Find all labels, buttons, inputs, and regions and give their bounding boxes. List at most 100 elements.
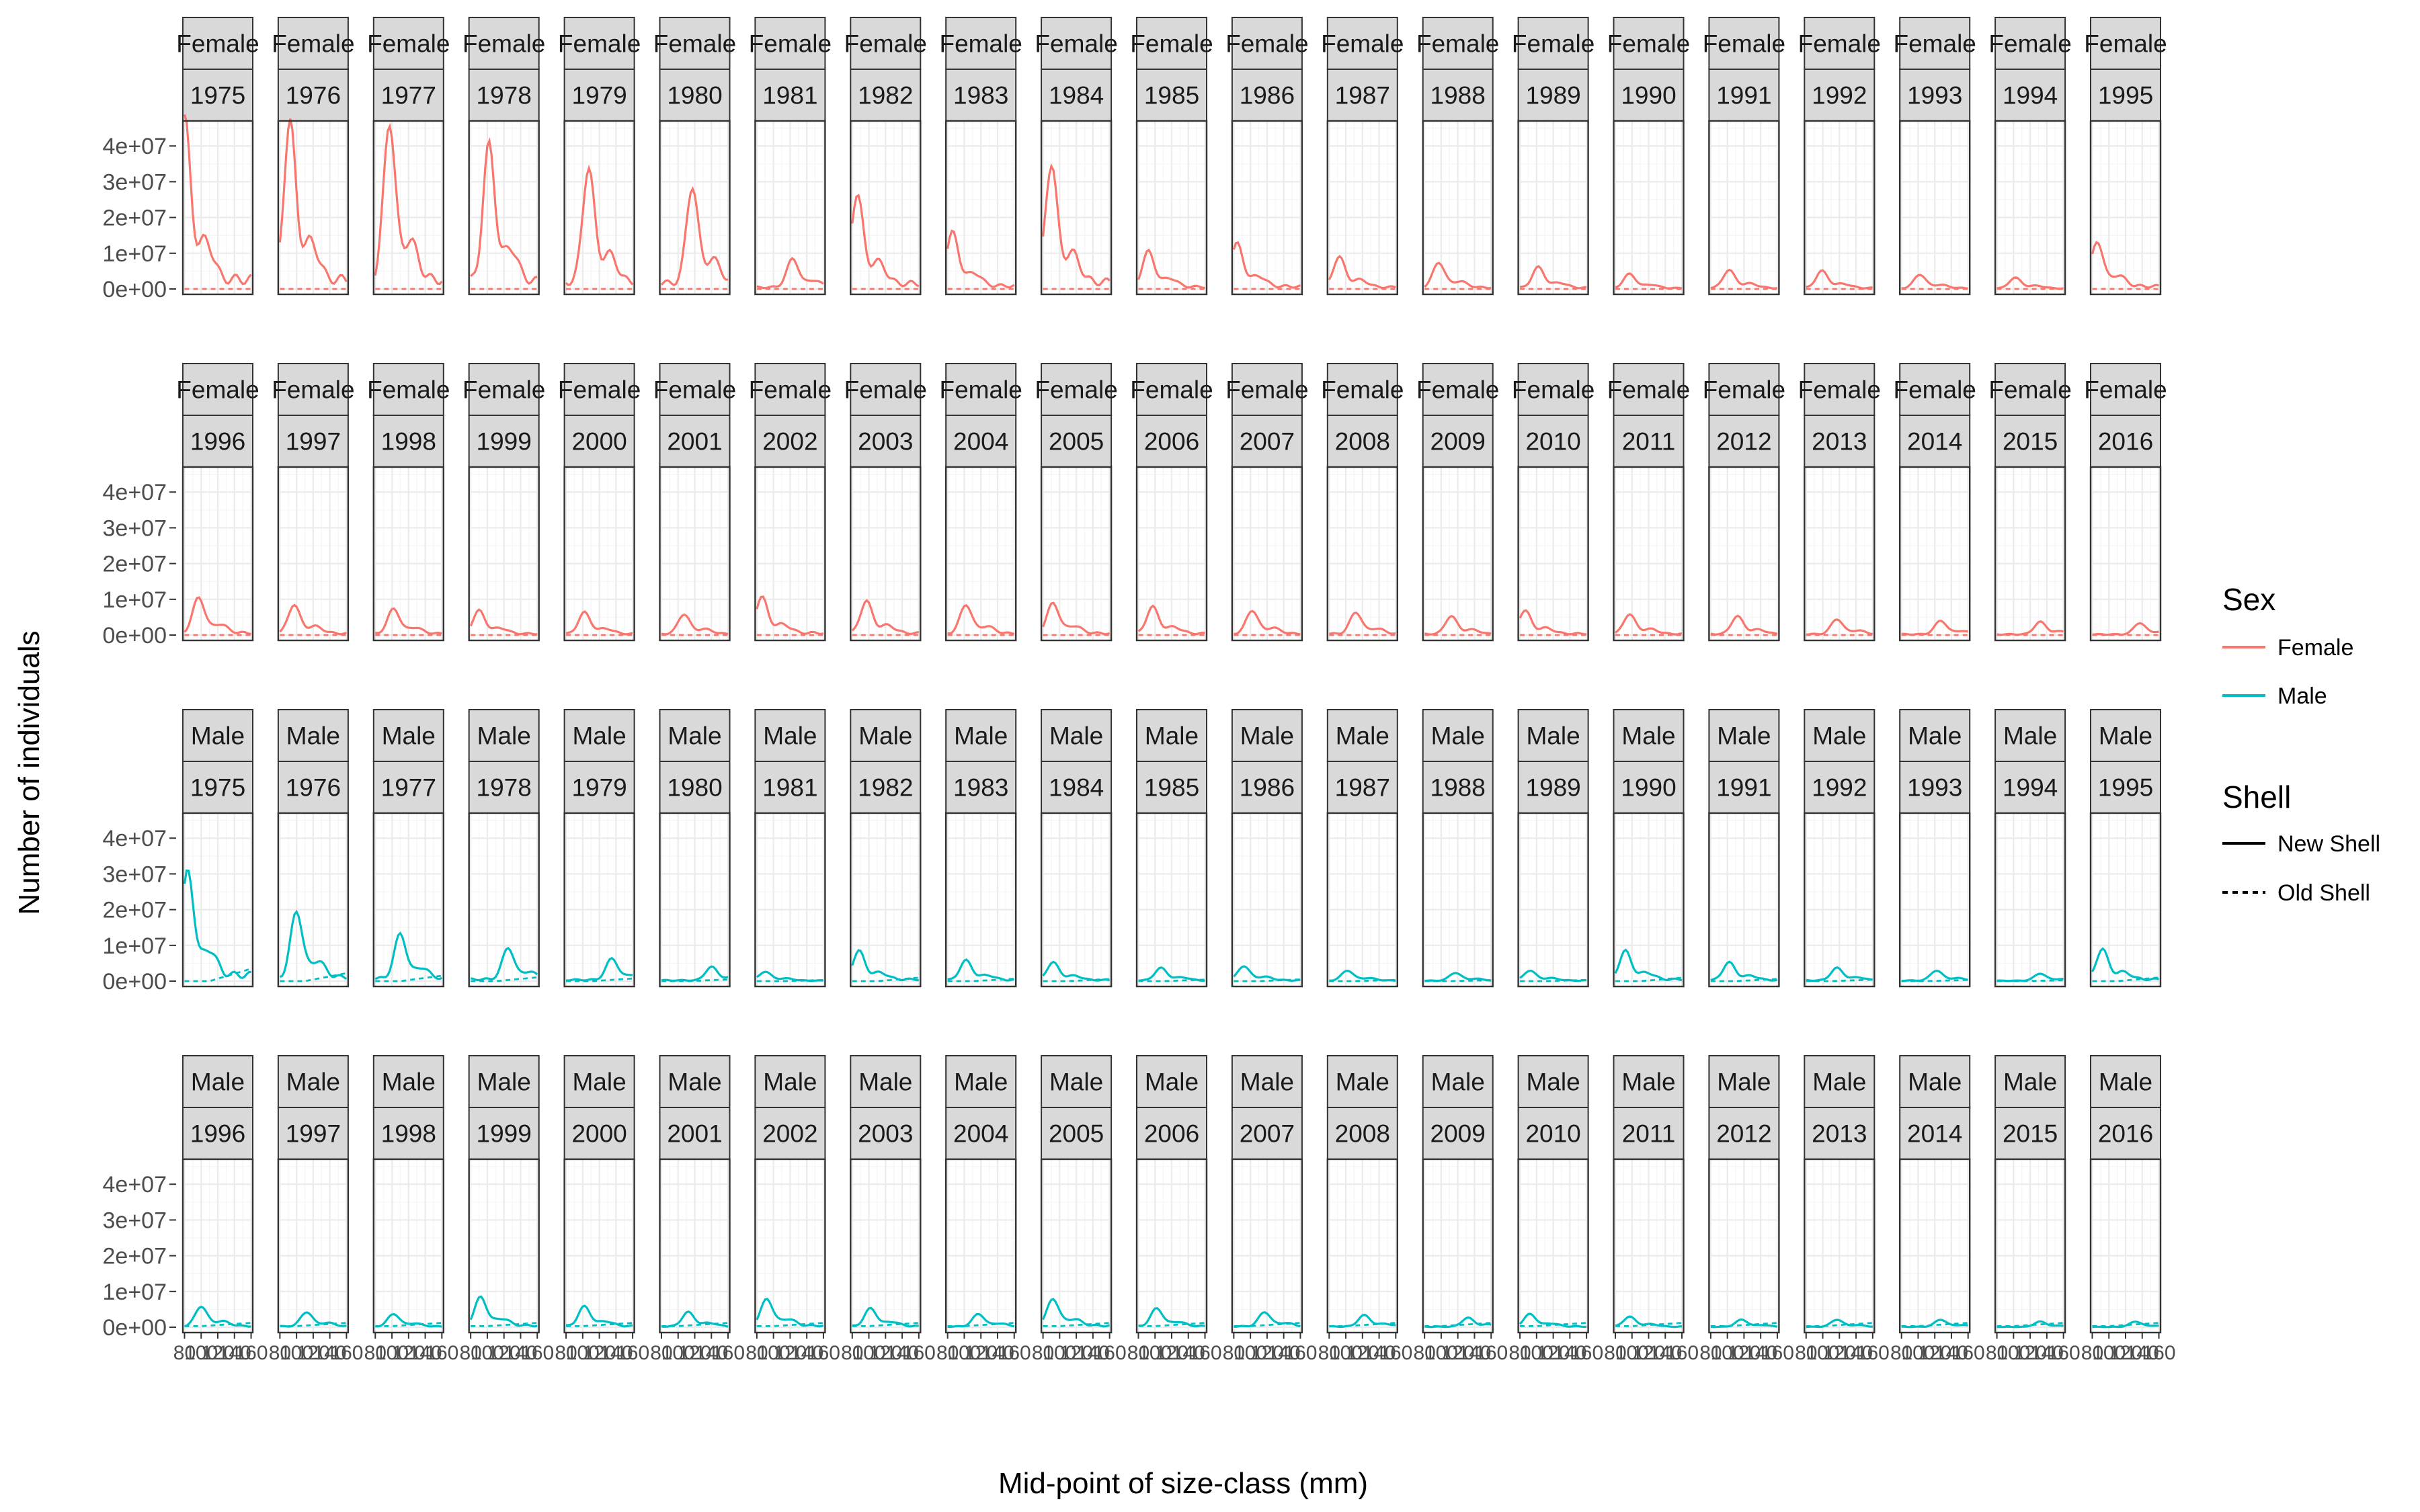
- facet-strip-year-label: 1984: [1049, 82, 1104, 110]
- facet-panel: Female 1997: [272, 363, 355, 642]
- facet-panel: Male 2003: [850, 1055, 922, 1334]
- facet-strip-year-label: 1995: [2098, 774, 2153, 802]
- facet-strip-sex: [850, 1055, 922, 1108]
- facet-strip-sex-label: Male: [2099, 1068, 2152, 1096]
- facet-panel: Male 2001: [659, 1055, 731, 1334]
- panel-border: [850, 466, 922, 642]
- facet-strip-year: [659, 69, 731, 122]
- facet-panel: Male 2016: [2089, 1055, 2162, 1334]
- y-tick-label: 2e+07: [103, 1244, 167, 1269]
- x-tick-label: 140: [1744, 1342, 1777, 1364]
- x-tick-label: 80: [650, 1342, 672, 1364]
- facet-strip-sex: [1804, 1055, 1876, 1108]
- series-line-old-shell: [1997, 979, 2064, 982]
- facet-strip-sex: [1994, 709, 2066, 762]
- x-tick-label: 80: [1986, 1342, 2008, 1364]
- facet-strip-sex-label: Female: [1512, 376, 1595, 404]
- facet-strip-sex-label: Male: [1431, 1068, 1485, 1096]
- facet-strip-sex: [1517, 1055, 1589, 1108]
- panel-border: [2089, 120, 2162, 296]
- facet-panel: Female 1995: [2084, 17, 2167, 296]
- panel-border: [1804, 466, 1876, 642]
- series-line-old-shell: [566, 977, 633, 982]
- x-tick-label: 120: [869, 1342, 902, 1364]
- x-tick-label: 120: [1727, 1342, 1761, 1364]
- series-line-new-shell: [1234, 610, 1301, 636]
- facet-strip-year-label: 2013: [1812, 1120, 1867, 1148]
- x-tick-label: 120: [1059, 1342, 1093, 1364]
- facet-strip-sex: [850, 363, 922, 416]
- facet-strip-year-label: 1983: [953, 774, 1008, 802]
- x-tick-label: 120: [964, 1342, 998, 1364]
- x-tick-label: 100: [1806, 1342, 1840, 1364]
- facet-panel: Female 1986: [1225, 17, 1309, 296]
- facet-strip-sex-label: Female: [940, 376, 1022, 404]
- facet-strip-year: [1994, 415, 2066, 468]
- facet-strip-year: [2090, 761, 2161, 814]
- facet-strip-year: [850, 69, 922, 122]
- facet-strip-sex: [754, 1055, 826, 1108]
- facet-panel: Male 1996: [182, 1055, 254, 1334]
- facet-strip-year-label: 2008: [1335, 428, 1390, 456]
- facet-strip-sex-label: Female: [844, 30, 927, 58]
- x-tick-label: 160: [2047, 1342, 2081, 1364]
- series-line-old-shell: [1329, 1322, 1396, 1327]
- series-line-new-shell: [183, 869, 251, 979]
- x-tick-label: 140: [790, 1342, 823, 1364]
- y-axis-title: Number of individuals: [13, 630, 46, 915]
- facet-strip-sex: [1326, 17, 1398, 70]
- facet-strip-sex: [1899, 709, 1971, 762]
- facet-strip-year: [1231, 69, 1303, 122]
- x-tick-label: 160: [711, 1342, 745, 1364]
- facet-strip-sex: [372, 17, 444, 70]
- panel-border: [944, 120, 1017, 296]
- y-tick-label: 0e+00: [103, 969, 167, 995]
- facet-strip-year: [563, 69, 635, 122]
- facet-strip-year-label: 1981: [762, 774, 817, 802]
- panel-border: [1231, 812, 1303, 988]
- facet-strip-year-label: 2009: [1430, 428, 1486, 456]
- facet-strip-year: [182, 1107, 253, 1160]
- x-tick-label: 160: [1951, 1342, 1985, 1364]
- facet-panel: Female 1977: [367, 17, 450, 296]
- panel-border: [754, 120, 826, 296]
- x-tick-label: 120: [487, 1342, 521, 1364]
- series-line-old-shell: [1424, 1322, 1492, 1327]
- facet-strip-year: [754, 415, 826, 468]
- facet-strip-year-label: 2015: [2003, 1120, 2058, 1148]
- panel-border: [850, 120, 922, 296]
- x-tick-label: 140: [1839, 1342, 1873, 1364]
- panel-border: [754, 812, 826, 988]
- series-line-old-shell: [661, 978, 729, 982]
- facet-strip-year: [1899, 1107, 1971, 1160]
- facet-strip-sex: [754, 363, 826, 416]
- facet-strip-sex-label: Female: [749, 30, 832, 58]
- facet-strip-sex: [1136, 709, 1207, 762]
- facet-strip-sex: [945, 709, 1017, 762]
- x-tick-label: 100: [184, 1342, 218, 1364]
- x-tick-label: 120: [1918, 1342, 1951, 1364]
- facet-strip-year-label: 2002: [762, 428, 817, 456]
- series-line-new-shell: [2091, 241, 2159, 289]
- series-line-old-shell: [1138, 1322, 1205, 1327]
- facet-strip-sex-label: Female: [367, 30, 450, 58]
- facet-panel: Male 2008: [1326, 1055, 1399, 1334]
- facet-strip-year-label: 1994: [2003, 774, 2058, 802]
- facet-strip-year-label: 1982: [858, 82, 913, 110]
- series-line-new-shell: [1901, 274, 1968, 290]
- facet-panel: Male 2011: [1613, 1055, 1685, 1334]
- facet-strip-sex-label: Female: [653, 30, 736, 58]
- facet-strip-year-label: 2003: [858, 428, 913, 456]
- facet-strip-year-label: 1995: [2098, 82, 2153, 110]
- facet-strip-sex: [277, 363, 349, 416]
- x-tick-label: 100: [471, 1342, 504, 1364]
- facet-panel: Female 2007: [1225, 363, 1309, 642]
- facet-strip-year: [850, 1107, 922, 1160]
- facet-panel: Female 1991: [1703, 17, 1785, 296]
- facet-strip-year: [1804, 415, 1876, 468]
- facet-strip-year-label: 1982: [858, 774, 913, 802]
- facet-strip-sex-label: Female: [1988, 30, 2071, 58]
- facet-panel: Female 1980: [653, 17, 736, 296]
- facet-strip-year: [1231, 761, 1303, 814]
- facet-strip-year-label: 2007: [1240, 428, 1295, 456]
